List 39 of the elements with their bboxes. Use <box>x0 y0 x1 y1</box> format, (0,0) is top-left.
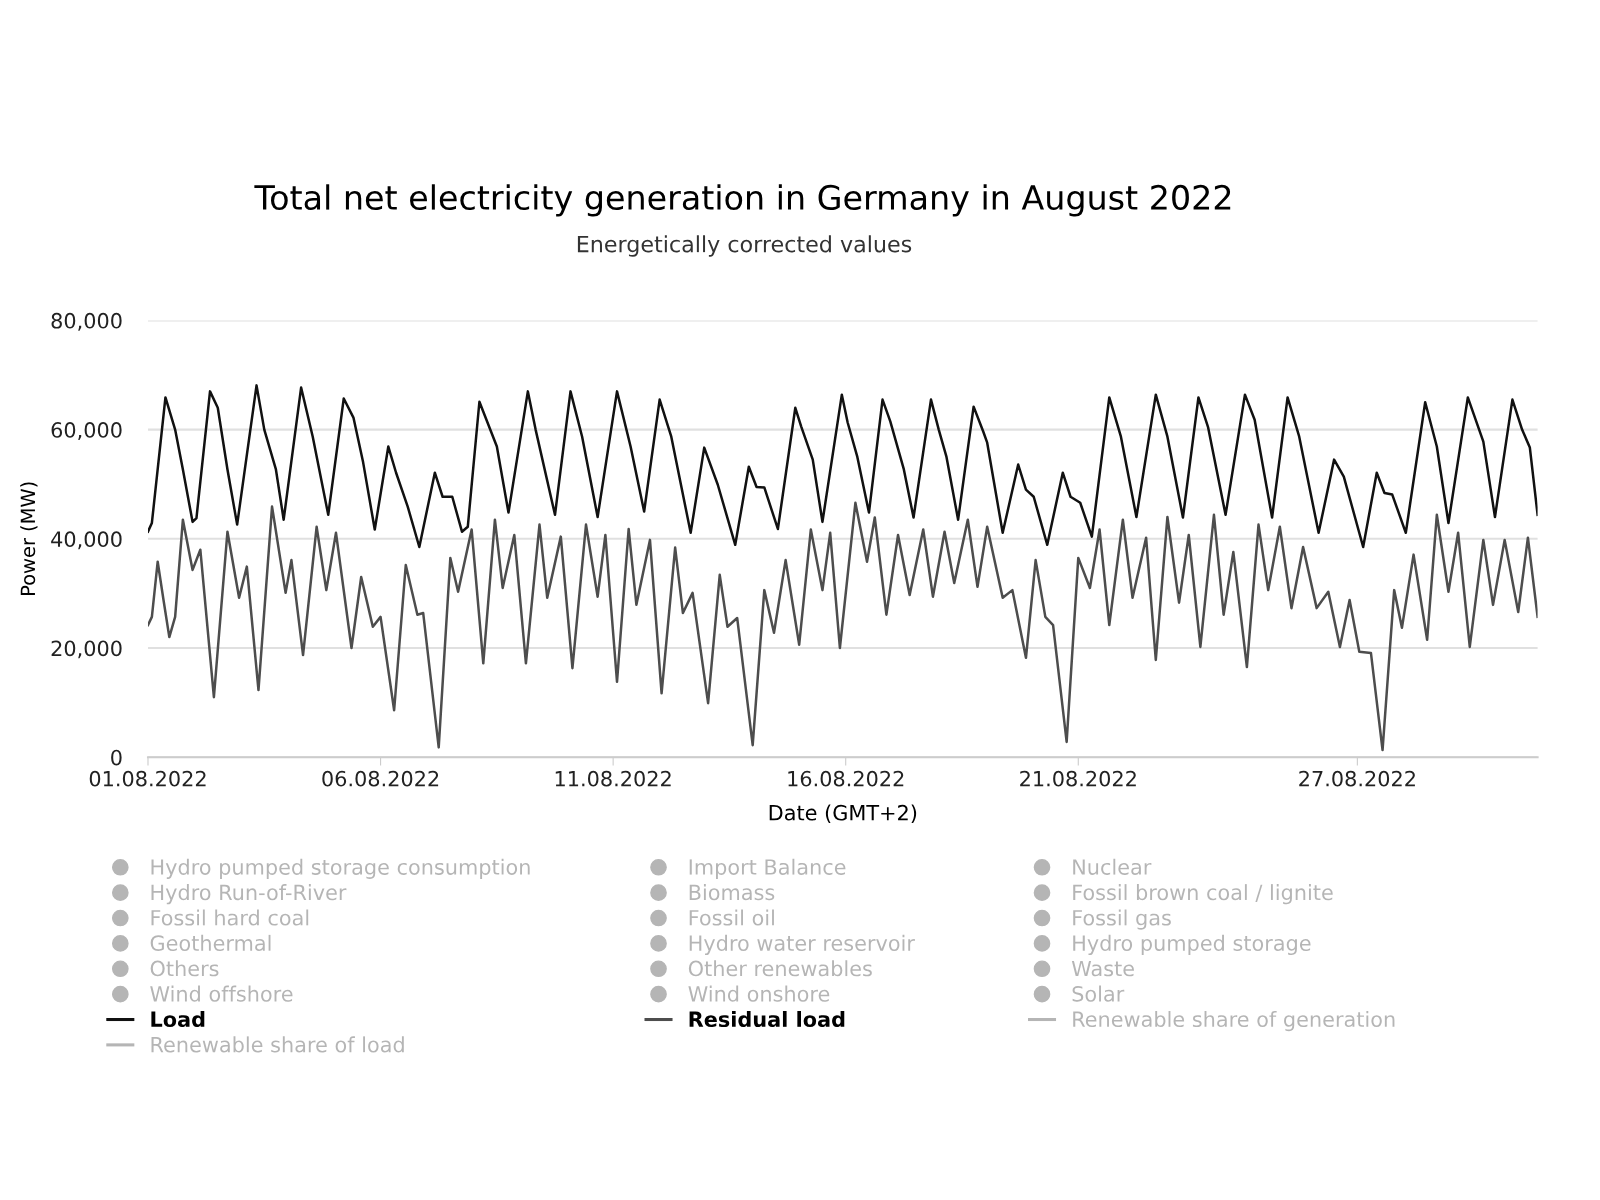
legend-label: Renewable share of load <box>151 1036 404 1053</box>
legend-label: Hydro pumped storage <box>1073 934 1311 956</box>
legend-label: Fossil gas <box>1073 909 1171 930</box>
legend-label: Hydro Run-of-River <box>151 884 347 905</box>
legend-label: Load <box>151 1010 205 1028</box>
legend-label: Wind offshore <box>150 985 293 1002</box>
y-axis-title: Power (MW) <box>20 482 38 595</box>
chart-subtitle: Energetically corrected values <box>577 235 912 257</box>
x-axis-title: Date (GMT+2) <box>769 804 917 824</box>
legend-label: Geothermal <box>150 934 271 951</box>
legend-label: Hydro pumped storage consumption <box>151 858 530 879</box>
legend-label: Hydro water reservoir <box>689 934 915 956</box>
y-tick-label: 80,000 <box>51 312 122 331</box>
legend-label: Residual load <box>689 1010 845 1028</box>
x-tick-label: 27.08.2022 <box>1299 770 1415 787</box>
x-tick-label: 01.08.2022 <box>89 770 206 787</box>
x-tick-label: 11.08.2022 <box>555 770 671 787</box>
legend-label: Renewable share of generation <box>1073 1010 1395 1032</box>
y-tick-label: 20,000 <box>51 640 122 659</box>
chart-title: Total net electricity generation in Germany in August 2022 <box>254 184 1231 217</box>
line-series <box>148 384 1538 549</box>
y-tick-label: 60,000 <box>51 422 122 440</box>
x-tick-label: 16.08.2022 <box>788 770 904 787</box>
legend-label: Others <box>150 960 219 977</box>
legend-label: Import Balance <box>689 858 846 879</box>
legend-label: Fossil brown coal / lignite <box>1073 884 1333 905</box>
x-tick-label: 21.08.2022 <box>1020 770 1136 787</box>
legend-label: Waste <box>1071 960 1134 977</box>
legend-label: Solar <box>1072 985 1125 1002</box>
legend-label: Biomass <box>689 884 775 901</box>
legend-label: Fossil oil <box>689 909 774 926</box>
legend-label: Fossil hard coal <box>151 909 309 926</box>
line-series <box>148 501 1538 752</box>
y-tick-label: 0 <box>111 749 122 766</box>
x-tick-label: 06.08.2022 <box>322 770 439 787</box>
legend-label: Wind onshore <box>688 985 830 1002</box>
y-tick-label: 40,000 <box>51 531 122 550</box>
legend-label: Nuclear <box>1073 858 1152 875</box>
legend-label: Other renewables <box>688 960 872 977</box>
